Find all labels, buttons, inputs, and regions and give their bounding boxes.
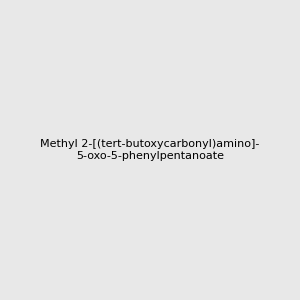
Text: Methyl 2-[(tert-butoxycarbonyl)amino]-
5-oxo-5-phenylpentanoate: Methyl 2-[(tert-butoxycarbonyl)amino]- 5… xyxy=(40,139,260,161)
